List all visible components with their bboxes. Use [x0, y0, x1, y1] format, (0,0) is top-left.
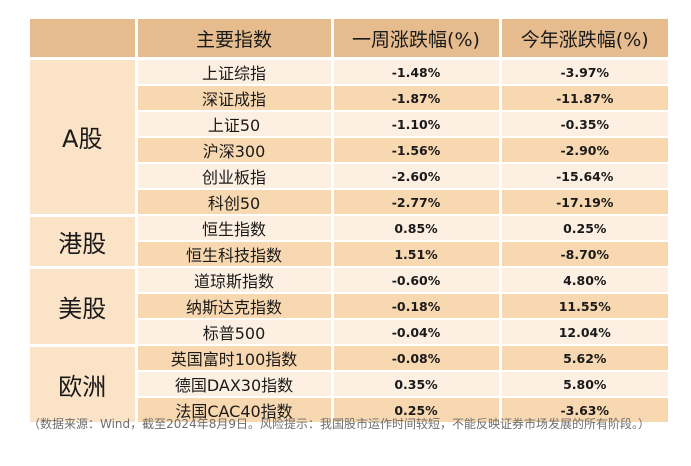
weekly-change-cell: -1.48% [332, 58, 502, 86]
weekly-change-cell: -1.10% [332, 111, 502, 138]
table-row: 创业板指 -2.60% -15.64% [30, 163, 668, 190]
ytd-change-cell: 5.62% [500, 345, 668, 372]
index-name-cell: 标普500 [136, 319, 334, 346]
index-name-cell: 道琼斯指数 [136, 267, 334, 294]
ytd-change-cell: -3.63% [500, 397, 668, 424]
weekly-change-cell: -0.18% [332, 293, 502, 320]
ytd-change-cell: 0.25% [500, 215, 668, 242]
header-weekly-change: 一周涨跌幅(%) [332, 19, 502, 60]
index-name-cell: 沪深300 [136, 137, 334, 164]
header-ytd-change: 今年涨跌幅(%) [500, 19, 668, 60]
ytd-change-cell: -2.90% [500, 137, 668, 164]
ytd-change-cell: 4.80% [500, 267, 668, 294]
ytd-change-cell: -15.64% [500, 163, 668, 190]
weekly-change-cell: -2.60% [332, 163, 502, 190]
table-row: 港股 恒生指数 0.85% 0.25% [30, 215, 668, 269]
table-row: 德国DAX30指数 0.35% 5.80% [30, 371, 668, 398]
ytd-change-cell: -0.35% [500, 111, 668, 138]
index-name-cell: 恒生科技指数 [136, 241, 334, 268]
index-name-cell: 纳斯达克指数 [136, 293, 334, 320]
table-row: 科创50 -2.77% -17.19% [30, 189, 668, 216]
index-name-cell: 法国CAC40指数 [136, 397, 334, 424]
weekly-change-cell: -0.04% [332, 319, 502, 346]
index-name-cell: 上证综指 [136, 58, 334, 86]
market-group-label: 美股 [30, 267, 138, 347]
weekly-change-cell: -0.08% [332, 345, 502, 372]
table-row: A股 上证综指 -1.48% -3.97% [30, 58, 668, 217]
weekly-change-cell: 1.51% [332, 241, 502, 268]
index-name-cell: 上证50 [136, 111, 334, 138]
weekly-change-cell: -0.60% [332, 267, 502, 294]
ytd-change-cell: 12.04% [500, 319, 668, 346]
index-name-cell: 恒生指数 [136, 215, 334, 242]
weekly-change-cell: 0.35% [332, 371, 502, 398]
ytd-change-cell: 5.80% [500, 371, 668, 398]
table-row: 美股 道琼斯指数 -0.60% 4.80% [30, 267, 668, 347]
source-note: （数据来源：Wind，截至2024年8月9日。风险提示：我国股市运作时间较短，不… [28, 417, 650, 431]
table-header-row: 主要指数 一周涨跌幅(%) 今年涨跌幅(%) [30, 19, 668, 60]
table-row: 恒生科技指数 1.51% -8.70% [30, 241, 668, 268]
index-name-cell: 英国富时100指数 [136, 345, 334, 372]
market-group-label: A股 [30, 58, 138, 217]
ytd-change-cell: -3.97% [500, 58, 668, 86]
index-name-cell: 深证成指 [136, 85, 334, 112]
table-row: 纳斯达克指数 -0.18% 11.55% [30, 293, 668, 320]
ytd-change-cell: -17.19% [500, 189, 668, 216]
weekly-change-cell: -1.87% [332, 85, 502, 112]
table-row: 标普500 -0.04% 12.04% [30, 319, 668, 346]
ytd-change-cell: -11.87% [500, 85, 668, 112]
table-row: 深证成指 -1.87% -11.87% [30, 85, 668, 112]
market-group-label: 欧洲 [30, 345, 138, 425]
table-row: 上证50 -1.10% -0.35% [30, 111, 668, 138]
header-corner [30, 19, 138, 60]
market-group-label: 港股 [30, 215, 138, 269]
index-name-cell: 创业板指 [136, 163, 334, 190]
table-row: 欧洲 英国富时100指数 -0.08% 5.62% [30, 345, 668, 425]
table-row: 沪深300 -1.56% -2.90% [30, 137, 668, 164]
weekly-change-cell: 0.85% [332, 215, 502, 242]
weekly-change-cell: -2.77% [332, 189, 502, 216]
table-row: 法国CAC40指数 0.25% -3.63% [30, 397, 668, 424]
weekly-change-cell: -1.56% [332, 137, 502, 164]
index-performance-table: 主要指数 一周涨跌幅(%) 今年涨跌幅(%) A股 上证综指 -1.48% -3.97… [30, 19, 668, 425]
index-name-cell: 德国DAX30指数 [136, 371, 334, 398]
ytd-change-cell: 11.55% [500, 293, 668, 320]
header-index: 主要指数 [136, 19, 334, 60]
weekly-change-cell: 0.25% [332, 397, 502, 424]
ytd-change-cell: -8.70% [500, 241, 668, 268]
index-name-cell: 科创50 [136, 189, 334, 216]
